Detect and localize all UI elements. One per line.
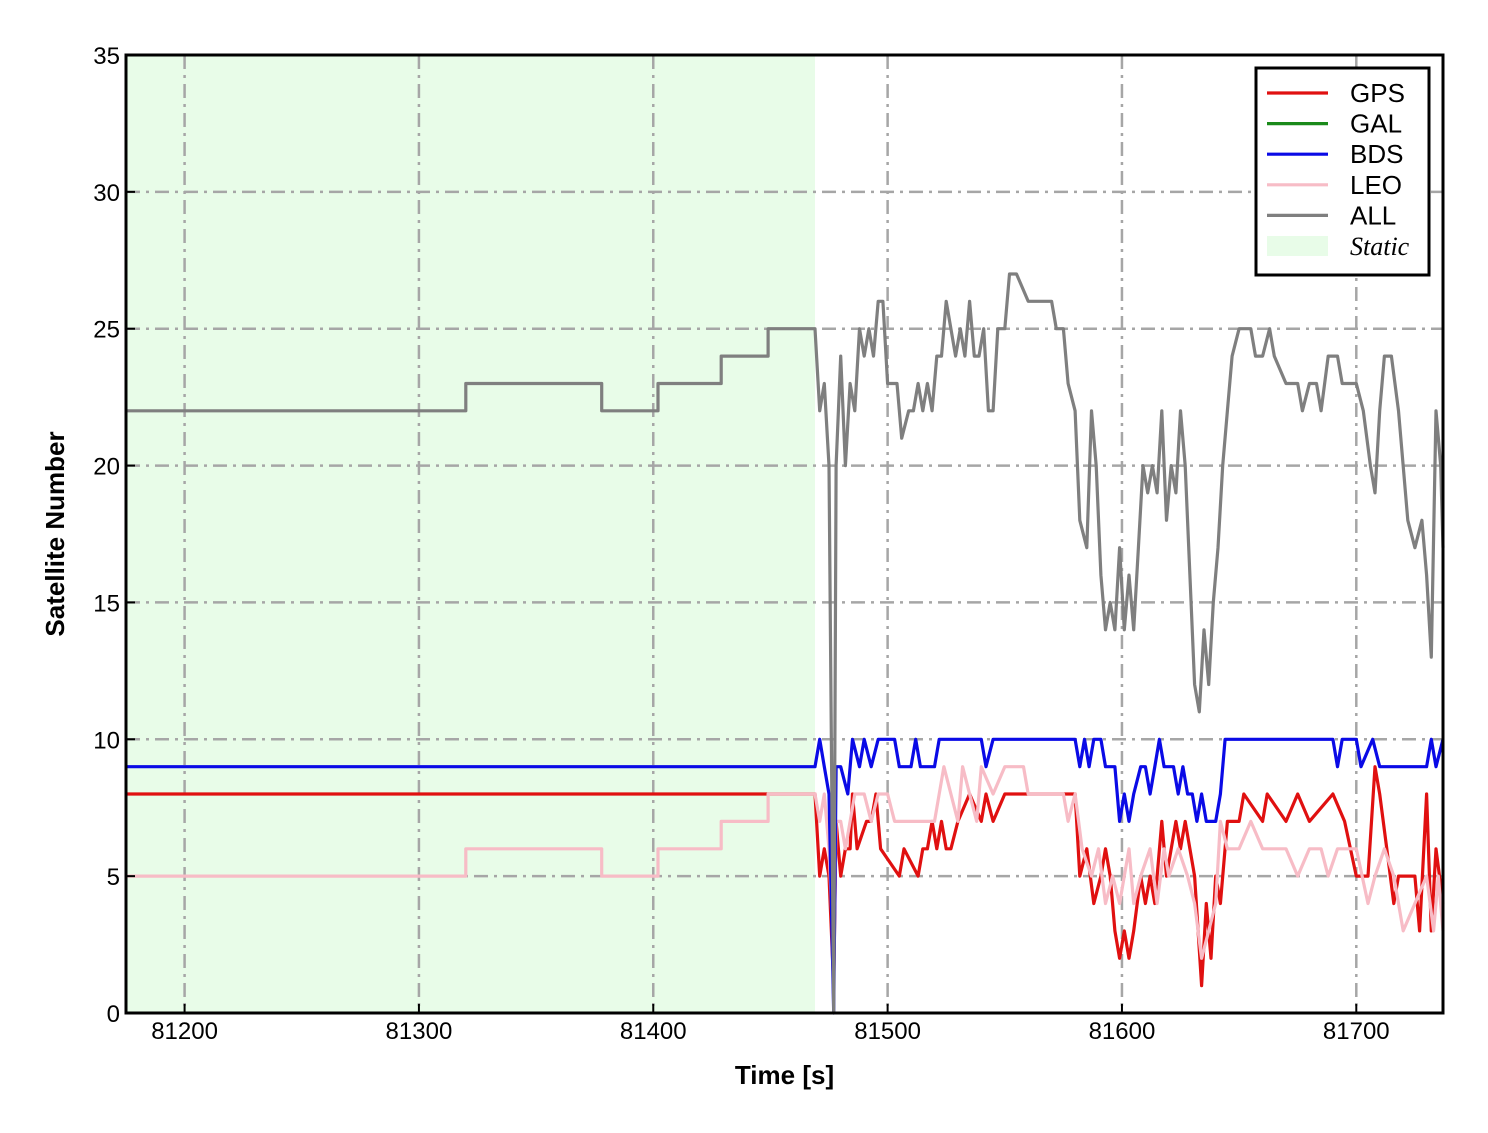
y-tick-label: 15 — [93, 590, 120, 617]
tick-layer: 81200 81300 81400 81500 81600 81700 0 5 10 15 20 25… — [93, 43, 1389, 1045]
legend-label-leo: LEO — [1350, 170, 1402, 200]
y-tick-label: 5 — [107, 864, 120, 891]
series-line-gps — [126, 765, 1445, 988]
legend-label-gal: GAL — [1350, 109, 1402, 139]
x-axis-title: Time [s] — [735, 1060, 834, 1090]
y-tick-label: 35 — [93, 43, 120, 70]
plot-frame — [124, 53, 1445, 1015]
series-line-all — [126, 272, 1445, 1015]
static-shaded-region — [126, 55, 815, 1013]
legend-label-all: ALL — [1350, 200, 1396, 230]
x-tick-label: 81400 — [620, 1018, 687, 1045]
x-tick-label: 81600 — [1089, 1018, 1156, 1045]
y-tick-label: 25 — [93, 317, 120, 344]
y-tick-label: 30 — [93, 180, 120, 207]
x-tick-label: 81300 — [386, 1018, 453, 1045]
legend-label-bds: BDS — [1350, 139, 1403, 169]
y-tick-label: 10 — [93, 727, 120, 754]
legend-label-gps: GPS — [1350, 78, 1405, 108]
y-axis-title: Satellite Number — [40, 431, 70, 636]
y-tick-label: 20 — [93, 454, 120, 481]
x-tick-label: 81700 — [1323, 1018, 1390, 1045]
x-tick-label: 81500 — [854, 1018, 921, 1045]
plot-region: 81200 81300 81400 81500 81600 81700 0 5 10 15 20 25… — [93, 43, 1445, 1045]
legend-swatch-static — [1267, 236, 1328, 256]
series-line-leo — [126, 765, 1445, 960]
legend-label-static: Static — [1350, 232, 1410, 261]
series-line-bds — [126, 737, 1445, 1015]
shaded-region-layer — [126, 55, 815, 1013]
y-tick-label: 0 — [107, 1001, 120, 1028]
x-tick-label: 81200 — [151, 1018, 218, 1045]
